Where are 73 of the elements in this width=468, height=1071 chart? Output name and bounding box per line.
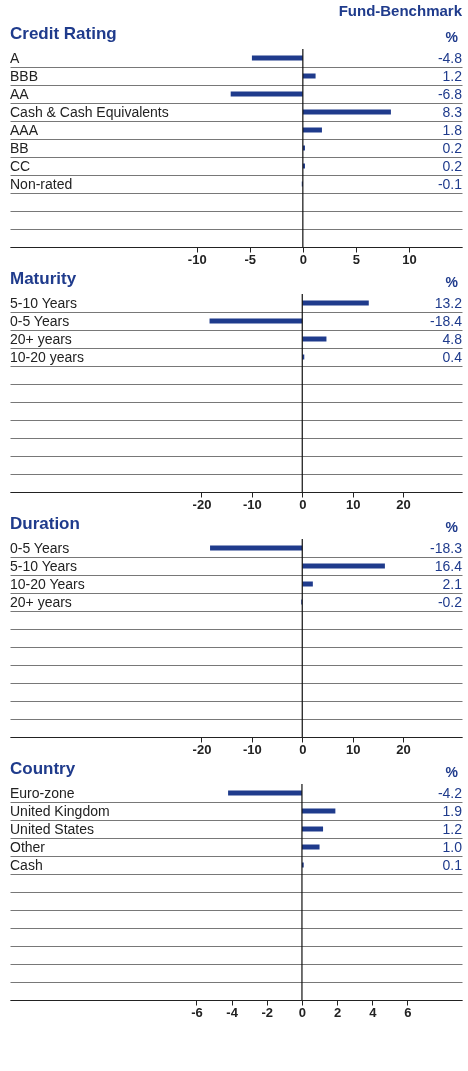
data-label: -0.1 [437,176,463,192]
chart-title: Country [10,759,76,778]
data-label: 0.4 [442,349,463,365]
x-tick-label: 0 [299,251,307,267]
data-label: 0.2 [442,140,463,156]
data-label: -4.8 [437,50,463,66]
data-label: 0.2 [442,158,463,174]
y-tick-label: BB [10,140,29,156]
data-label: 1.8 [442,122,463,138]
x-tick-label: -6 [191,1004,203,1020]
data-label: -0.2 [437,594,463,610]
text: Fund-Benchmark [338,2,463,19]
x-tick-label: -20 [192,741,212,757]
x-tick-label: -4 [226,1004,239,1020]
data-label: 8.3 [442,104,463,120]
data-label: 4.8 [442,331,463,347]
y-tick-label: AA [10,86,30,102]
y-tick-label: BBB [10,68,39,84]
x-tick-label: 2 [334,1004,342,1020]
y-tick-label: United Kingdom [10,803,110,819]
x-tick-label: 20 [396,496,411,512]
x-axis-title: % [445,274,459,290]
x-tick-label: -10 [242,496,262,512]
y-tick-label: 10-20 Years [10,576,85,592]
data-label: 16.4 [434,558,463,574]
x-tick-label: 6 [404,1004,412,1020]
y-tick-label: 0-5 Years [10,540,70,556]
y-tick-label: 5-10 Years [10,295,77,311]
y-tick-label: Euro-zone [10,785,75,801]
x-tick-label: 10 [345,496,361,512]
data-label: 1.2 [442,821,463,837]
y-tick-label: 0-5 Years [10,313,70,329]
data-label: 1.2 [442,68,463,84]
x-tick-label: 4 [369,1004,378,1020]
data-label: -18.4 [430,313,463,329]
y-tick-label: 20+ years [10,594,72,610]
y-tick-label: Non-rated [10,176,73,192]
data-label: 1.0 [442,839,463,855]
data-label: 0.1 [442,857,463,873]
x-tick-label: 0 [298,1004,307,1020]
x-tick-label: 20 [396,741,411,757]
data-label: 13.2 [434,295,463,311]
data-label: -4.2 [437,785,463,801]
x-tick-label: -10 [187,251,207,267]
y-tick-label: AAA [10,122,39,138]
data-label: 1.9 [442,803,463,819]
data-label: -18.3 [430,540,463,556]
data-label: 2.1 [442,576,463,592]
x-tick-label: 10 [402,251,417,267]
y-tick-label: 10-20 years [10,349,84,365]
y-tick-label: A [10,50,20,66]
x-axis-title: % [445,519,459,535]
x-axis-title: % [445,29,459,45]
y-tick-label: United States [10,821,95,837]
y-tick-label: Other [10,839,46,855]
y-tick-label: 5-10 Years [10,558,77,574]
x-tick-label: 5 [352,251,361,267]
x-tick-label: 0 [299,741,307,757]
x-tick-label: 10 [345,741,361,757]
x-axis-title: % [445,764,459,780]
y-tick-label: Cash & Cash Equivalents [10,104,169,120]
x-tick-label: -2 [261,1004,274,1020]
x-tick-label: -5 [244,251,257,267]
x-tick-label: -10 [242,741,262,757]
chart-title: Duration [10,514,80,533]
chart-title: Credit Rating [10,24,117,43]
y-tick-label: Cash [10,857,43,873]
chart-title: Maturity [10,269,77,288]
data-label: -6.8 [437,86,463,102]
y-tick-label: 20+ years [10,331,72,347]
x-tick-label: -20 [192,496,212,512]
y-tick-label: CC [10,158,31,174]
x-tick-label: 0 [299,496,307,512]
